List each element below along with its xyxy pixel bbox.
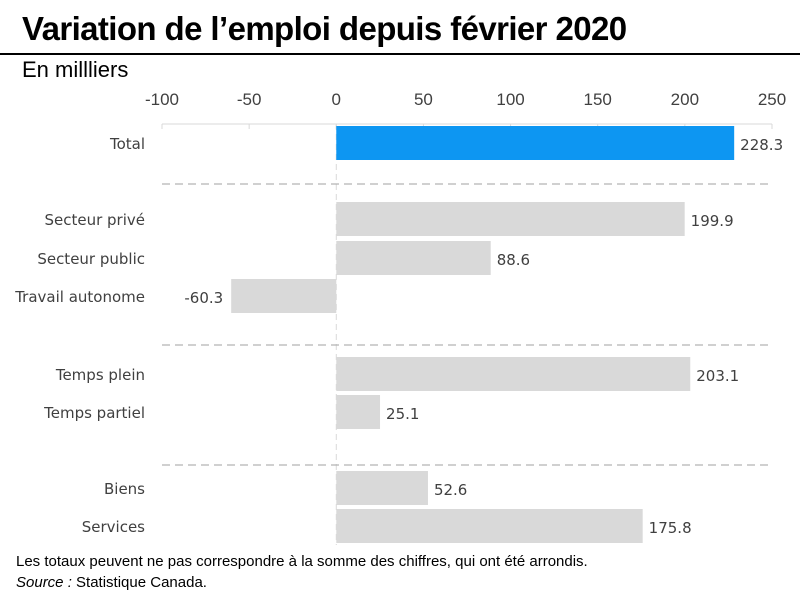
data-label: 25.1: [386, 405, 419, 423]
data-label: 52.6: [434, 481, 467, 499]
title-underline: [0, 53, 800, 55]
category-label: Secteur public: [37, 250, 145, 268]
chart-subtitle: En millliers: [22, 57, 129, 82]
bar: [231, 279, 337, 313]
bar: [336, 509, 643, 543]
footnote: Les totaux peuvent ne pas correspondre à…: [16, 553, 588, 570]
x-tick-label: -100: [145, 90, 179, 109]
x-tick-label: 50: [414, 90, 433, 109]
bar: [336, 471, 428, 505]
x-tick-label: 0: [332, 90, 341, 109]
bar: [336, 357, 691, 391]
data-label: 228.3: [740, 136, 783, 154]
x-tick-label: 100: [496, 90, 524, 109]
category-label: Services: [82, 518, 145, 536]
bar-chart: -100 -50 0 50 100 150 200 250 Total 228.3 Secteur …: [14, 90, 786, 545]
bar: [336, 241, 491, 275]
bar: [336, 202, 685, 236]
chart-title: Variation de l’emploi depuis février 202…: [22, 10, 627, 47]
data-label: 199.9: [691, 212, 734, 230]
category-label: Temps partiel: [43, 404, 145, 422]
category-label: Total: [109, 135, 145, 153]
x-tick-label: 150: [584, 90, 612, 109]
source-label: Source :: [16, 574, 72, 591]
category-label: Travail autonome: [14, 288, 145, 306]
x-tick-label: 200: [671, 90, 699, 109]
data-label: 175.8: [649, 519, 692, 537]
data-label: -60.3: [184, 289, 223, 307]
bar: [336, 126, 735, 160]
category-label: Temps plein: [55, 366, 145, 384]
source-line: Source : Statistique Canada.: [16, 574, 207, 591]
data-label: 203.1: [696, 367, 739, 385]
bar: [336, 395, 381, 429]
data-label: 88.6: [497, 251, 530, 269]
x-tick-label: 250: [758, 90, 786, 109]
source-text: Statistique Canada.: [71, 574, 207, 591]
category-label: Biens: [104, 480, 145, 498]
x-tick-label: -50: [237, 90, 262, 109]
category-label: Secteur privé: [44, 211, 145, 229]
